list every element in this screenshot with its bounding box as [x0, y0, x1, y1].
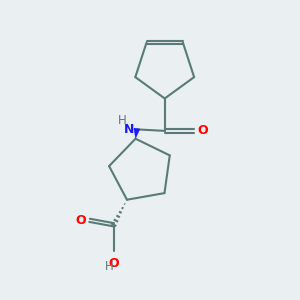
Text: N: N — [124, 123, 134, 136]
Text: O: O — [75, 214, 86, 227]
Text: O: O — [198, 124, 208, 137]
Text: O: O — [108, 256, 119, 269]
Text: H: H — [105, 260, 114, 273]
Text: H: H — [118, 114, 126, 127]
